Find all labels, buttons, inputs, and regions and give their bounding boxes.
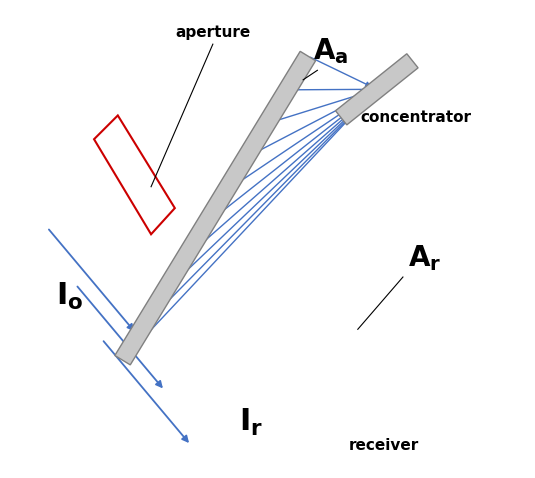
Text: $\mathbf{A_a}$: $\mathbf{A_a}$ [312, 36, 348, 66]
Text: receiver: receiver [348, 438, 418, 453]
Polygon shape [115, 51, 316, 365]
Text: $\mathbf{I_r}$: $\mathbf{I_r}$ [239, 406, 263, 437]
Polygon shape [335, 54, 418, 125]
Text: $\mathbf{A_r}$: $\mathbf{A_r}$ [408, 243, 441, 273]
Text: aperture: aperture [175, 25, 250, 40]
Text: concentrator: concentrator [360, 110, 471, 125]
Text: $\mathbf{I_o}$: $\mathbf{I_o}$ [56, 281, 83, 312]
